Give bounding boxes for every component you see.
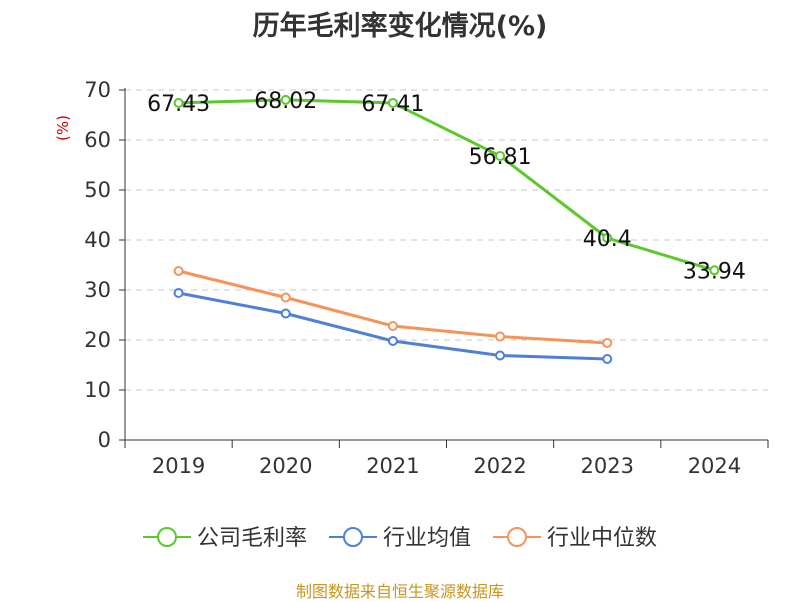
legend-item[interactable]: 行业均值 — [329, 526, 471, 551]
data-point — [495, 350, 506, 361]
data-label: 67.43 — [147, 92, 210, 117]
y-tick-label: 40 — [84, 228, 111, 252]
data-label: 68.02 — [254, 89, 317, 114]
x-tick-label: 2021 — [366, 454, 419, 478]
data-point — [709, 265, 720, 276]
data-point — [495, 150, 506, 161]
source-note: 制图数据来自恒生聚源数据库 — [295, 582, 504, 601]
legend-label: 行业均值 — [383, 526, 471, 551]
data-point — [602, 338, 613, 348]
gridlines — [125, 89, 768, 391]
legend-item[interactable]: 行业中位数 — [493, 526, 657, 551]
data-point — [173, 266, 184, 276]
series-line-0 — [178, 98, 715, 272]
data-point — [280, 292, 291, 303]
y-tick-label: 20 — [84, 328, 111, 352]
legend-label: 公司毛利率 — [197, 526, 307, 551]
y-tick-label: 60 — [84, 128, 111, 152]
data-point — [602, 354, 613, 364]
y-tick-label: 30 — [84, 278, 111, 302]
y-tick-label: 0 — [98, 428, 111, 452]
data-point — [495, 331, 506, 342]
y-tick-label: 50 — [84, 178, 111, 202]
data-point — [387, 97, 398, 108]
x-tick-label: 2020 — [259, 454, 312, 478]
y-axis-unit-label: (%) — [54, 115, 72, 141]
data-label: 56.81 — [469, 145, 532, 170]
x-tick-label: 2023 — [581, 454, 634, 478]
axes: 0 10 20 30 40 50 60 70 2019 2020 2021 2022 2023 2024 — [84, 78, 769, 478]
data-point — [280, 94, 291, 105]
legend[interactable]: 公司毛利率 行业均值 行业中位数 — [143, 526, 657, 551]
data-point — [280, 308, 291, 319]
data-label: 67.41 — [361, 92, 424, 117]
legend-circle-symbol — [507, 527, 527, 547]
data-label: 40.4 — [583, 227, 632, 252]
data-point — [387, 321, 398, 331]
data-labels: 67.43 68.02 67.41 56.81 40.4 33.94 — [147, 89, 746, 284]
legend-circle-symbol — [157, 527, 177, 547]
legend-label: 行业中位数 — [547, 526, 657, 551]
series-lines — [173, 94, 720, 364]
data-point — [387, 336, 398, 346]
chart-title: 历年毛利率变化情况(%) — [252, 11, 548, 42]
data-label: 33.94 — [683, 259, 746, 284]
data-point — [173, 97, 184, 108]
x-tick-label: 2022 — [473, 454, 526, 478]
y-tick-label: 10 — [84, 378, 111, 402]
data-point — [602, 233, 613, 243]
legend-item[interactable]: 公司毛利率 — [143, 526, 307, 551]
x-tick-label: 2019 — [152, 454, 205, 478]
series-line-2 — [178, 269, 608, 345]
x-tick-label: 2024 — [688, 454, 741, 478]
data-point — [173, 288, 184, 298]
y-tick-label: 70 — [84, 78, 111, 102]
legend-circle-symbol — [343, 527, 363, 547]
